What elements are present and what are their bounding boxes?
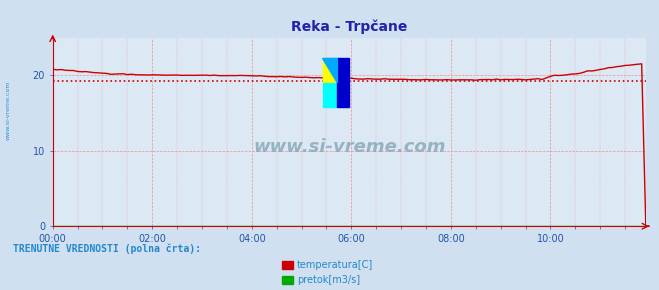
Bar (322, 59, 337, 83)
Text: TRENUTNE VREDNOSTI (polna črta):: TRENUTNE VREDNOSTI (polna črta): (13, 244, 201, 254)
Bar (337, 59, 349, 107)
Legend: temperatura[C], pretok[m3/s]: temperatura[C], pretok[m3/s] (281, 260, 374, 285)
Title: Reka - Trpčane: Reka - Trpčane (291, 19, 407, 34)
Text: www.si-vreme.com: www.si-vreme.com (5, 80, 11, 140)
Bar (322, 83, 337, 107)
Text: www.si-vreme.com: www.si-vreme.com (253, 138, 445, 156)
Polygon shape (322, 59, 337, 83)
